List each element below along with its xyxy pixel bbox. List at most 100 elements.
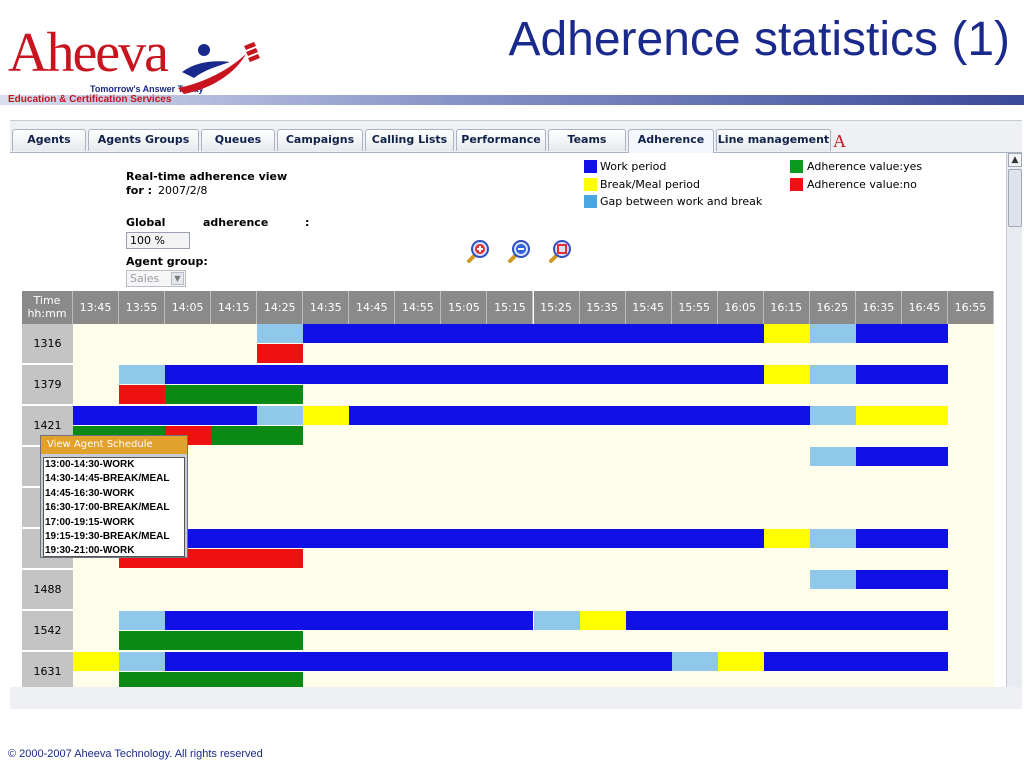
time-column-1355: 13:55 [119, 291, 166, 324]
legend-work: Work period [600, 160, 667, 173]
agent-schedule-popup: View Agent Schedule 13:00-14:30-WORK 14:3… [40, 435, 188, 558]
scroll-thumb[interactable] [1008, 169, 1022, 227]
agent-row-label[interactable]: 1316 [22, 324, 73, 365]
legend-gap: Gap between work and break [600, 195, 763, 208]
adherence-label: adherence [203, 216, 269, 229]
schedule-bar-work[interactable] [855, 529, 948, 548]
time-column-1345: 13:45 [73, 291, 120, 324]
schedule-bar-gap[interactable] [119, 365, 166, 384]
schedule-bar-work[interactable] [763, 652, 948, 671]
vertical-scrollbar[interactable]: ▲ [1006, 153, 1022, 687]
schedule-bar-work[interactable] [165, 652, 672, 671]
schedule-bar-gap[interactable] [533, 611, 580, 630]
schedule-bar-gap[interactable] [809, 529, 856, 548]
logo-wordmark: Aheeva [8, 22, 169, 84]
global-adherence-field[interactable] [126, 232, 190, 249]
schedule-bar-gap[interactable] [119, 611, 166, 630]
schedule-bar-break[interactable] [763, 529, 810, 548]
logo-swoosh-icon [178, 42, 260, 94]
adherence-bar-yes[interactable] [211, 426, 304, 445]
schedule-bar-gap[interactable] [671, 652, 718, 671]
schedule-entry: 14:45-16:30-WORK [45, 487, 135, 499]
adherence-bar-no[interactable] [119, 385, 166, 404]
time-column-1435: 14:35 [303, 291, 350, 324]
schedule-bar-break[interactable] [855, 406, 948, 425]
tab-teams[interactable]: Teams [548, 129, 626, 151]
logo-tagline: Tomorrow's Answer Today [90, 84, 204, 94]
agent-row-label[interactable]: 1542 [22, 611, 73, 652]
schedule-bar-work[interactable] [855, 324, 948, 343]
schedule-bar-work[interactable] [165, 611, 534, 630]
schedule-bar-break[interactable] [579, 611, 626, 630]
tab-calling-lists[interactable]: Calling Lists [365, 129, 454, 151]
schedule-bar-break[interactable] [303, 406, 350, 425]
for-label: for : [126, 184, 152, 197]
schedule-list: 13:00-14:30-WORK 14:30-14:45-BREAK/MEAL 14… [43, 457, 185, 557]
schedule-bar-break[interactable] [717, 652, 764, 671]
tab-performance[interactable]: Performance [456, 129, 546, 151]
zoom-out-icon[interactable] [507, 238, 533, 264]
zoom-in-icon[interactable] [466, 238, 492, 264]
agent-group-select[interactable]: Sales ▼ [126, 270, 186, 287]
schedule-bar-work[interactable] [625, 611, 948, 630]
schedule-entry: 16:30-17:00-BREAK/MEAL [45, 502, 170, 514]
time-column-1615: 16:15 [763, 291, 810, 324]
schedule-bar-work[interactable] [855, 570, 948, 589]
time-column-1455: 14:55 [395, 291, 442, 324]
schedule-bar-gap[interactable] [809, 365, 856, 384]
adherence-bar-yes[interactable] [165, 385, 304, 404]
adherence-bar-yes[interactable] [119, 672, 304, 687]
schedule-bar-gap[interactable] [809, 570, 856, 589]
popup-title[interactable]: View Agent Schedule [41, 436, 187, 454]
tab-agents-groups[interactable]: Agents Groups [88, 129, 199, 151]
time-column-1405: 14:05 [165, 291, 212, 324]
adherence-bar-no[interactable] [257, 344, 304, 363]
aheeva-logo: Aheeva Tomorrow's Answer Today [8, 18, 260, 96]
window-bottom-bar [10, 687, 1022, 709]
tab-campaigns[interactable]: Campaigns [277, 129, 363, 151]
chevron-down-icon[interactable]: ▼ [171, 272, 184, 285]
time-column-header: Time hh:mm [22, 291, 73, 324]
schedule-bar-break[interactable] [73, 652, 120, 671]
view-heading: Real-time adherence view [126, 170, 288, 183]
tab-agents[interactable]: Agents [12, 129, 86, 151]
tab-bar: Agents Agents Groups Queues Campaigns Ca… [10, 129, 1022, 154]
time-column-1625: 16:25 [809, 291, 856, 324]
schedule-bar-break[interactable] [763, 324, 810, 343]
schedule-bar-work[interactable] [73, 406, 258, 425]
tab-queues[interactable]: Queues [201, 129, 275, 151]
adherence-bar-yes[interactable] [119, 631, 304, 650]
schedule-bar-gap[interactable] [257, 324, 304, 343]
time-column-1515: 15:15 [487, 291, 534, 324]
scroll-up-icon[interactable]: ▲ [1008, 153, 1022, 167]
tab-adherence[interactable]: Adherence [628, 129, 714, 154]
schedule-bar-gap[interactable] [257, 406, 304, 425]
agent-row-label[interactable]: 1488 [22, 570, 73, 611]
legend-swatch-gap [584, 195, 597, 208]
schedule-bar-work[interactable] [165, 529, 764, 548]
schedule-bar-work[interactable] [349, 406, 810, 425]
copyright-footer: © 2000-2007 Aheeva Technology. All right… [8, 748, 263, 760]
schedule-bar-work[interactable] [165, 365, 764, 384]
time-column-1535: 15:35 [579, 291, 626, 324]
gantt-body [73, 324, 994, 687]
time-column-1655: 16:55 [947, 291, 994, 324]
schedule-bar-gap[interactable] [119, 652, 166, 671]
agent-row-label[interactable]: 1631 [22, 652, 73, 687]
schedule-bar-work[interactable] [303, 324, 764, 343]
time-header-line-2: hh:mm [27, 307, 67, 320]
legend-swatch-work [584, 160, 597, 173]
legend-swatch-no [790, 178, 803, 191]
schedule-bar-gap[interactable] [809, 406, 856, 425]
tab-line-management[interactable]: Line management [716, 129, 831, 151]
schedule-bar-work[interactable] [855, 365, 948, 384]
schedule-bar-gap[interactable] [809, 324, 856, 343]
schedule-bar-gap[interactable] [809, 447, 856, 466]
zoom-reset-icon[interactable] [548, 238, 574, 264]
time-column-1415: 14:15 [211, 291, 258, 324]
schedule-bar-break[interactable] [763, 365, 810, 384]
time-column-1645: 16:45 [901, 291, 948, 324]
agent-row-label[interactable]: 1379 [22, 365, 73, 406]
schedule-bar-work[interactable] [855, 447, 948, 466]
